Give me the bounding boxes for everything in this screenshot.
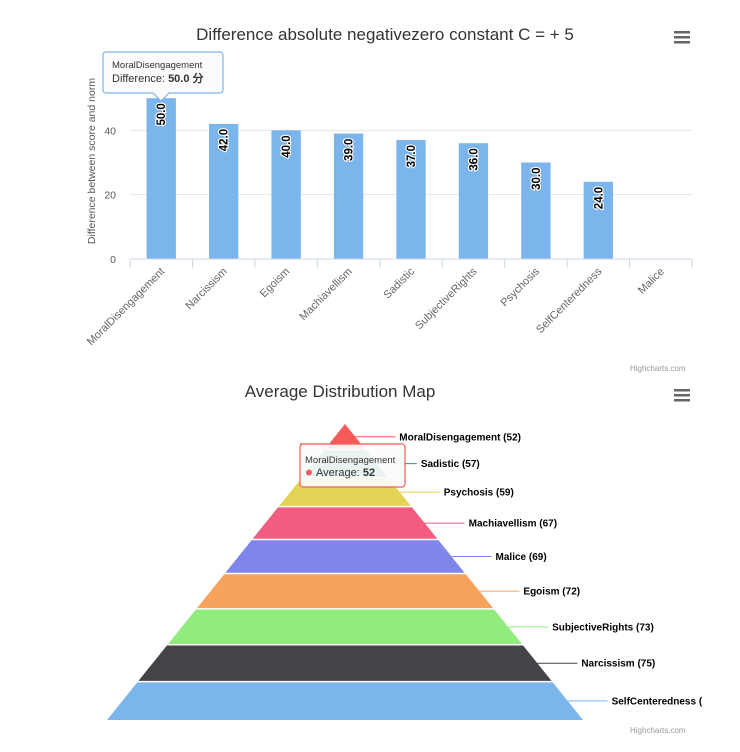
x-tick-label: Machiavellism xyxy=(297,266,354,323)
pyramid-label: Machiavellism (67) xyxy=(469,519,557,530)
bar[interactable] xyxy=(146,98,176,260)
pyramid-segment[interactable] xyxy=(196,574,494,609)
bar-chart-bars xyxy=(146,98,614,260)
x-tick-label: Sadistic xyxy=(381,265,417,301)
tooltip-value-line: Average: 52 xyxy=(316,467,375,479)
bar[interactable] xyxy=(583,181,614,259)
pyramid-label: MoralDisengagement (52) xyxy=(399,432,521,443)
y-tick-label: 40 xyxy=(104,125,116,137)
x-tick-label: SelfCenteredness xyxy=(534,265,605,336)
pyramid-label: Psychosis (59) xyxy=(444,488,514,499)
bar[interactable] xyxy=(208,123,239,260)
x-tick-label: SubjectiveRights xyxy=(413,265,480,332)
bar[interactable] xyxy=(396,139,426,259)
pyramid-segment[interactable] xyxy=(138,645,552,681)
pyramid-chart: Average Distribution Map MoralDisengagem… xyxy=(107,382,703,735)
pyramid-segments xyxy=(107,424,583,720)
pyramid-chart-title: Average Distribution Map xyxy=(245,382,436,401)
tooltip-category: MoralDisengagement xyxy=(112,60,203,71)
data-label: 30.0 xyxy=(531,168,543,190)
pyramid-segment[interactable] xyxy=(225,540,465,573)
pyramid-segment[interactable] xyxy=(107,682,583,720)
data-label: 42.0 xyxy=(219,129,231,151)
pyramid-chart-tooltip: MoralDisengagement Average: 52 xyxy=(299,443,406,488)
x-tick-label: MoralDisengagement xyxy=(85,266,167,348)
bar-chart-y-axis-title: Difference between score and norm xyxy=(86,78,98,244)
bar-chart-menu-button[interactable] xyxy=(670,28,694,48)
bar-chart-data-labels: 50.0 42.0 40.0 39.0 37.0 36.0 30.0 24.0 xyxy=(155,102,606,210)
pyramid-labels: MoralDisengagement (52) Sadistic (57) Psyc… xyxy=(355,432,703,707)
pyramid-segment[interactable] xyxy=(168,609,522,645)
tooltip-value: 50.0 分 xyxy=(168,71,203,85)
pyramid-segment[interactable] xyxy=(325,424,365,449)
bar[interactable] xyxy=(333,133,364,259)
pyramid-label: SubjectiveRights (73) xyxy=(552,622,654,633)
tooltip-value: 52 xyxy=(363,467,375,479)
x-tick-label: Malice xyxy=(636,266,667,297)
bar[interactable] xyxy=(458,143,489,259)
bar-chart-title: Difference absolute negativezero constan… xyxy=(196,25,574,44)
pyramid-chart-menu-button[interactable] xyxy=(670,386,694,406)
pyramid-label: Malice (69) xyxy=(496,552,547,563)
y-tick-label: 0 xyxy=(110,254,116,266)
tooltip-marker xyxy=(306,469,312,476)
tooltip-value-label: Average: xyxy=(316,467,363,479)
pyramid-label: Narcissism (75) xyxy=(581,659,655,670)
y-tick-label: 20 xyxy=(104,190,116,202)
bar-chart-credit[interactable]: Highcharts.com xyxy=(630,364,686,373)
bar-chart-tooltip: MoralDisengagement Difference: 50.0 分 xyxy=(102,51,224,102)
pyramid-segment[interactable] xyxy=(252,507,438,539)
tooltip-category: MoralDisengagement xyxy=(305,455,396,466)
data-label: 40.0 xyxy=(281,135,293,157)
tooltip-box xyxy=(299,443,406,488)
bar-chart: Difference absolute negativezero constan… xyxy=(85,25,694,373)
bar[interactable] xyxy=(271,130,301,259)
bar[interactable] xyxy=(521,162,551,260)
pyramid-chart-credit[interactable]: Highcharts.com xyxy=(630,726,686,735)
pyramid-label: Egoism (72) xyxy=(523,587,580,598)
data-label: 36.0 xyxy=(468,148,480,170)
bar-chart-y-ticks: 0 20 40 xyxy=(104,125,116,266)
data-label: 37.0 xyxy=(406,145,418,167)
data-label: 50.0 xyxy=(156,103,168,125)
x-tick-label: Narcissism xyxy=(183,266,230,313)
tooltip-box xyxy=(102,51,224,102)
hamburger-menu-icon xyxy=(674,31,690,44)
pyramid-label: SelfCenteredness ( xyxy=(612,696,703,707)
x-tick-label: Egoism xyxy=(258,266,292,300)
data-label: 24.0 xyxy=(593,187,605,209)
data-label: 39.0 xyxy=(344,139,356,161)
hamburger-menu-icon xyxy=(674,389,690,402)
x-tick-label: Psychosis xyxy=(499,265,543,309)
pyramid-label: Sadistic (57) xyxy=(421,459,480,470)
bar-chart-x-axis: MoralDisengagement Narcissism Egoism Machia… xyxy=(85,258,693,348)
tooltip-value-label: Difference: xyxy=(112,73,168,85)
tooltip-value-line: Difference: 50.0 分 xyxy=(112,71,204,85)
